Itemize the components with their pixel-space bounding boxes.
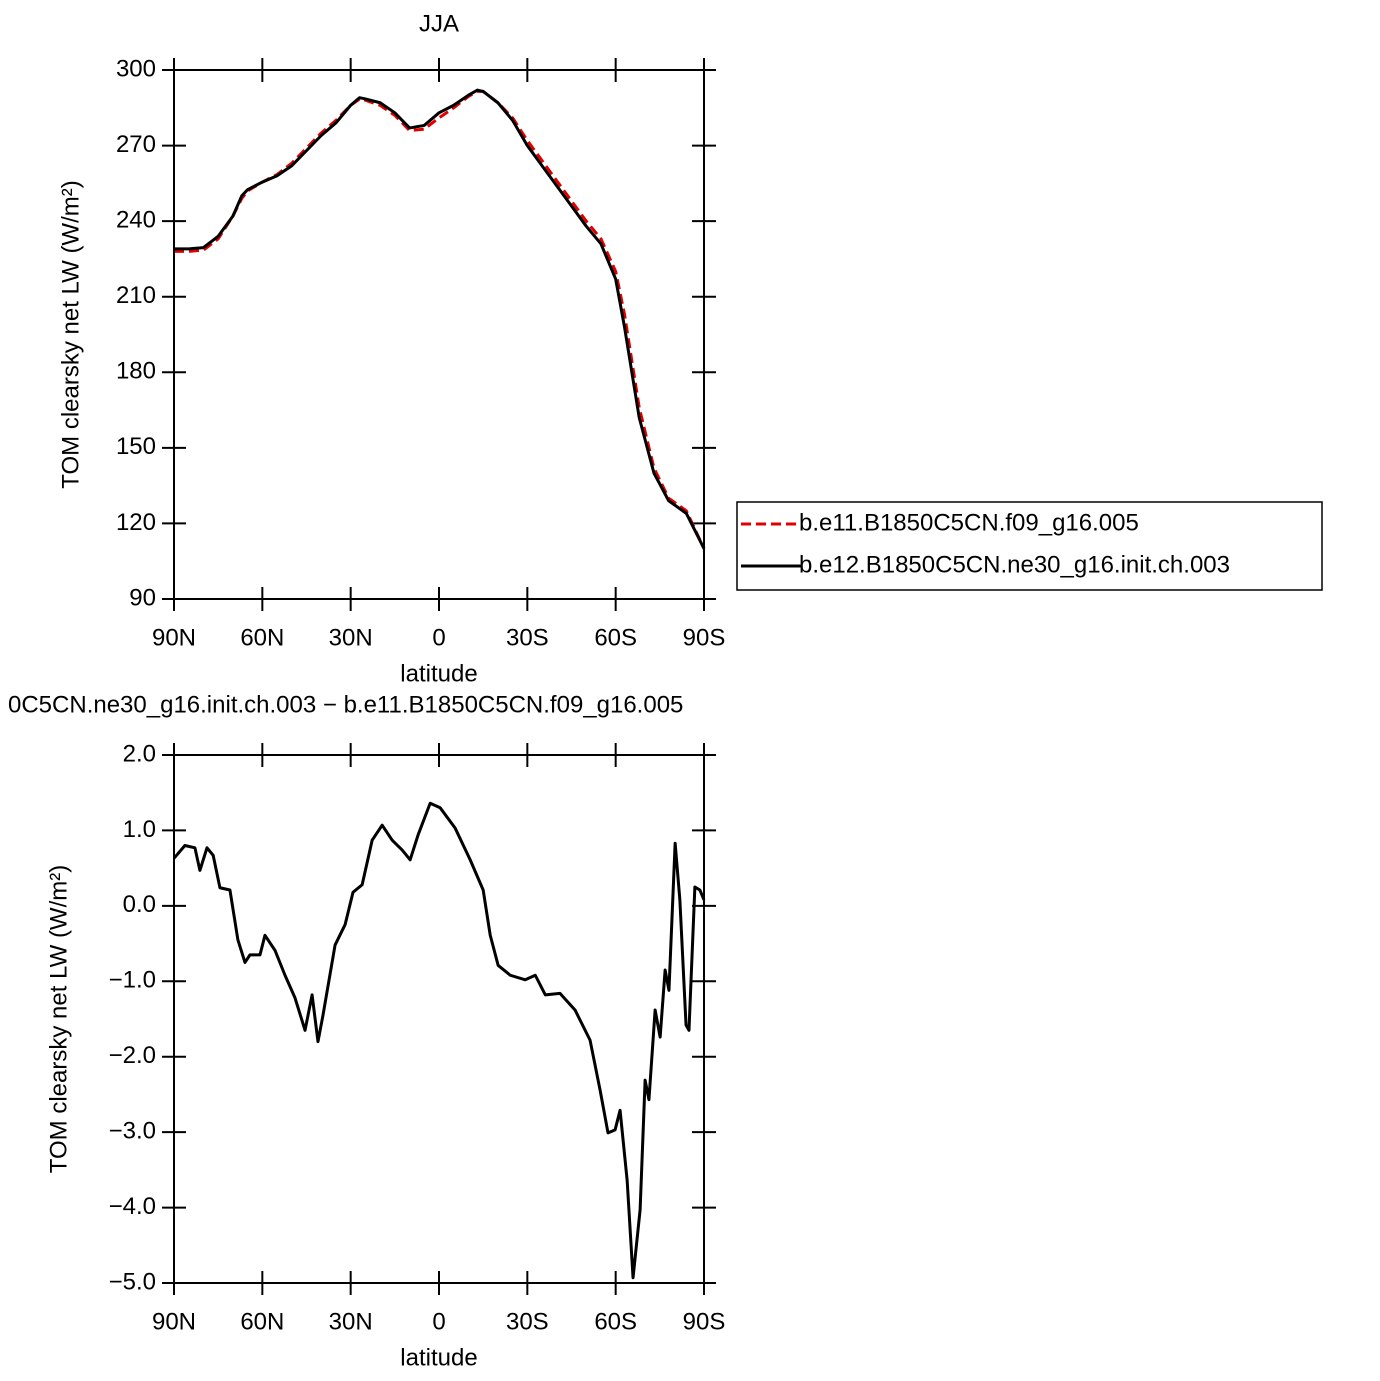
chart-title: 0C5CN.ne30_g16.init.ch.003 − b.e11.B1850… [8,691,683,718]
y-tick-label: 210 [116,282,156,309]
y-tick-label: 180 [116,358,156,385]
y-axis-label: TOM clearsky net LW (W/m²) [57,180,84,488]
chart-title: JJA [419,10,459,37]
x-axis-label: latitude [400,660,477,687]
x-tick-label: 90S [683,1308,726,1335]
y-tick-label: −5.0 [109,1268,156,1295]
legend-box [736,501,1323,591]
y-tick-label: 150 [116,433,156,460]
y-tick-label: 300 [116,55,156,82]
x-tick-label: 90N [152,624,196,651]
x-tick-label: 30N [329,1308,373,1335]
legend-label: b.e12.B1850C5CN.ne30_g16.init.ch.003 [799,551,1230,578]
data-line [174,88,706,550]
y-tick-label: −3.0 [109,1117,156,1144]
legend-label: b.e11.B1850C5CN.f09_g16.005 [799,509,1139,536]
x-tick-label: 60S [594,1308,637,1335]
x-tick-label: 60N [240,1308,284,1335]
y-tick-label: −2.0 [109,1042,156,1069]
y-tick-label: −1.0 [109,967,156,994]
y-axis-label: TOM clearsky net LW (W/m²) [45,865,72,1173]
x-tick-label: 90S [683,624,726,651]
y-tick-label: 120 [116,509,156,536]
plot-frame [173,754,705,1284]
x-tick-label: 60S [594,624,637,651]
x-tick-label: 0 [432,624,445,651]
x-tick-label: 30N [329,624,373,651]
x-tick-label: 60N [240,624,284,651]
y-tick-label: −4.0 [109,1193,156,1220]
plot-frame [173,69,705,600]
x-axis-label: latitude [400,1344,477,1371]
x-tick-label: 90N [152,1308,196,1335]
y-tick-label: 240 [116,206,156,233]
y-tick-label: 90 [129,584,156,611]
x-tick-label: 30S [506,1308,549,1335]
data-line [172,801,706,1280]
x-tick-label: 0 [432,1308,445,1335]
y-tick-label: 1.0 [123,816,156,843]
y-tick-label: 270 [116,131,156,158]
x-tick-label: 30S [506,624,549,651]
y-tick-label: 2.0 [123,740,156,767]
y-tick-label: 0.0 [123,891,156,918]
